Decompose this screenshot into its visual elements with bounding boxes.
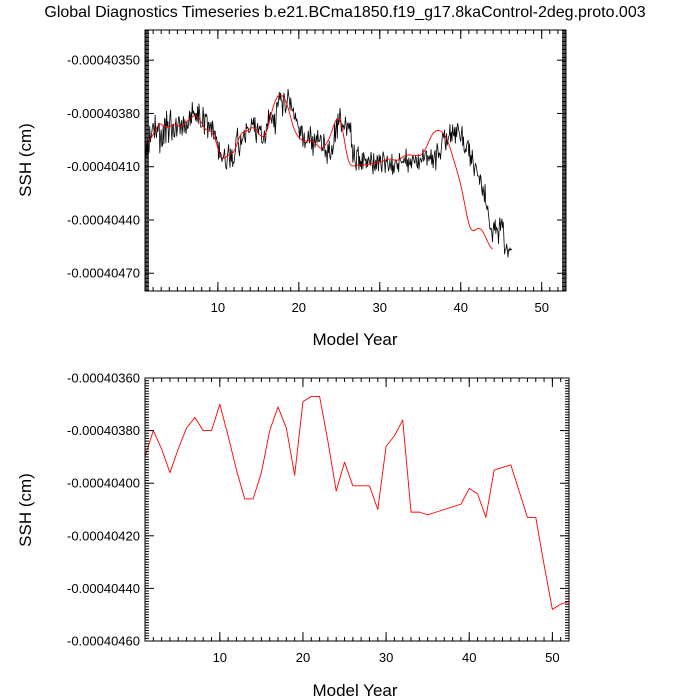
- annual-ssh-chart: -0.00040360 -0.00040380 -0.00040400 -0.0004…: [16, 371, 570, 700]
- y-tick-label: -0.00040360: [67, 371, 140, 386]
- figure-title: Global Diagnostics Timeseries b.e21.BCma…: [44, 4, 645, 21]
- series-line-annual-running-mean: [145, 94, 493, 250]
- y-tick-label: -0.00040380: [67, 106, 140, 121]
- x-tick-label: 20: [296, 650, 310, 665]
- y-tick-labels: -0.00040360 -0.00040380 -0.00040400 -0.0004…: [67, 371, 140, 649]
- y-tick-label: -0.00040470: [67, 266, 140, 281]
- x-tick-labels: 10 20 30 40 50: [211, 300, 549, 315]
- y-tick-label: -0.00040380: [67, 423, 140, 438]
- y-tick-label: -0.00040350: [67, 53, 140, 68]
- y-tick-label: -0.00040410: [67, 159, 140, 174]
- x-tick-label: 40: [462, 650, 476, 665]
- y-tick-label: -0.00040440: [67, 581, 140, 596]
- axis-ticks: [144, 30, 567, 292]
- x-tick-label: 30: [379, 650, 393, 665]
- x-axis-label: Model Year: [312, 330, 397, 349]
- y-tick-label: -0.00040440: [67, 212, 140, 227]
- y-tick-label: -0.00040460: [67, 634, 140, 649]
- chart-marks: [145, 395, 569, 610]
- y-tick-labels: -0.00040350 -0.00040380 -0.00040410 -0.0004…: [67, 53, 140, 281]
- plot-frame: [144, 377, 570, 642]
- x-tick-label: 50: [534, 300, 548, 315]
- series-line-annual-mean: [145, 395, 569, 610]
- x-tick-label: 50: [545, 650, 559, 665]
- x-tick-label: 10: [213, 650, 227, 665]
- x-tick-label: 40: [454, 300, 468, 315]
- plot-frame: [144, 29, 567, 292]
- x-tick-label: 30: [373, 300, 387, 315]
- series-line-monthly: [145, 88, 513, 258]
- x-axis-label: Model Year: [312, 681, 397, 700]
- x-tick-label: 20: [292, 300, 306, 315]
- chart-marks: [145, 88, 513, 258]
- monthly-ssh-chart: -0.00040350 -0.00040380 -0.00040410 -0.0004…: [16, 29, 567, 349]
- y-axis-label: SSH (cm): [16, 123, 35, 197]
- x-tick-labels: 10 20 30 40 50: [213, 650, 560, 665]
- y-axis-label: SSH (cm): [16, 473, 35, 547]
- axis-ticks: [144, 377, 570, 642]
- y-tick-label: -0.00040420: [67, 528, 140, 543]
- y-tick-label: -0.00040400: [67, 476, 140, 491]
- x-tick-label: 10: [211, 300, 225, 315]
